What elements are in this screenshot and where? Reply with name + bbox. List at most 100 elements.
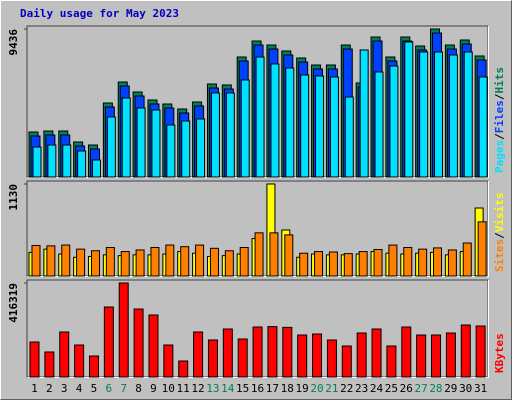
bar xyxy=(118,282,129,378)
bar xyxy=(371,328,382,378)
x-tick-label: 6 xyxy=(105,382,112,395)
x-tick-label: 16 xyxy=(251,382,264,395)
bar xyxy=(419,51,429,178)
bar xyxy=(475,325,486,378)
bar xyxy=(463,51,473,178)
bar xyxy=(403,247,413,277)
bar xyxy=(477,221,487,277)
y-tick-label: 9436 xyxy=(7,29,20,56)
x-tick-label: 21 xyxy=(325,382,338,395)
bar xyxy=(343,253,353,277)
bar xyxy=(328,251,338,277)
bar xyxy=(61,244,71,277)
bar xyxy=(312,333,323,378)
bar xyxy=(254,232,264,277)
legend: KBytes xyxy=(493,333,506,373)
bar xyxy=(344,96,354,178)
bar xyxy=(356,332,367,378)
x-tick-label: 5 xyxy=(91,382,98,395)
bar xyxy=(401,326,412,378)
bar xyxy=(121,97,131,178)
bar xyxy=(224,250,234,277)
bar xyxy=(315,75,325,178)
bar xyxy=(252,326,263,378)
legend: Pages/Files/Hits xyxy=(493,67,506,173)
bar xyxy=(448,54,458,178)
x-tick-label: 29 xyxy=(444,382,457,395)
bar xyxy=(431,334,442,378)
bar xyxy=(91,159,101,178)
bar xyxy=(47,144,57,178)
bar xyxy=(151,109,161,178)
bar xyxy=(77,150,87,178)
x-tick-label: 28 xyxy=(429,382,442,395)
x-tick-label: 18 xyxy=(281,382,294,395)
bar xyxy=(103,306,114,378)
bar xyxy=(267,326,278,378)
bar xyxy=(386,345,397,378)
x-tick-label: 30 xyxy=(459,382,472,395)
bar xyxy=(462,242,472,277)
bar xyxy=(240,79,250,178)
chart-title: Daily usage for May 2023 xyxy=(20,7,179,20)
bar xyxy=(210,92,220,178)
x-tick-label: 14 xyxy=(221,382,235,395)
x-tick-label: 2 xyxy=(46,382,53,395)
x-tick-label: 19 xyxy=(295,382,308,395)
bar xyxy=(373,249,383,277)
bar xyxy=(106,116,116,178)
bar xyxy=(239,247,249,277)
x-tick-label: 15 xyxy=(236,382,249,395)
x-tick-label: 1 xyxy=(31,382,38,395)
bar xyxy=(88,355,99,378)
bar xyxy=(341,345,352,378)
bar xyxy=(150,247,160,277)
x-tick-label: 8 xyxy=(135,382,142,395)
bar xyxy=(196,118,206,178)
legend-separator: / xyxy=(493,232,506,239)
bar xyxy=(416,334,427,378)
x-tick-label: 26 xyxy=(400,382,413,395)
bar xyxy=(207,339,218,378)
bar xyxy=(222,328,233,378)
bar xyxy=(133,308,144,378)
x-tick-label: 9 xyxy=(150,382,157,395)
x-tick-label: 4 xyxy=(76,382,83,395)
bar xyxy=(105,247,115,277)
bar xyxy=(163,344,174,378)
bar xyxy=(255,56,265,178)
bar xyxy=(32,146,42,178)
bar xyxy=(209,247,219,277)
bar xyxy=(299,252,309,277)
x-tick-label: 22 xyxy=(340,382,353,395)
bar xyxy=(445,332,456,378)
bar xyxy=(329,76,339,178)
y-tick-label: 1130 xyxy=(7,184,20,211)
bar xyxy=(165,244,175,277)
bar xyxy=(120,251,130,277)
bar xyxy=(418,248,428,277)
bar xyxy=(135,249,145,277)
bar xyxy=(404,41,414,178)
bar xyxy=(326,339,337,378)
bar xyxy=(46,245,56,277)
bar xyxy=(76,248,86,277)
y-tick-label: 416319 xyxy=(7,283,20,323)
bar xyxy=(434,51,444,178)
x-tick-label: 31 xyxy=(474,382,487,395)
x-tick-label: 3 xyxy=(61,382,68,395)
bar xyxy=(90,250,100,277)
bar xyxy=(180,246,190,277)
bar xyxy=(269,232,279,277)
bar xyxy=(478,76,488,178)
bar xyxy=(136,107,146,178)
x-tick-label: 25 xyxy=(385,382,398,395)
legend-entry: Sites xyxy=(493,239,506,272)
bar xyxy=(195,244,205,277)
bar xyxy=(374,71,384,178)
bar xyxy=(285,67,295,178)
legend-separator: / xyxy=(493,93,506,100)
bar xyxy=(388,244,398,277)
legend: Sites/Visits xyxy=(493,193,506,273)
